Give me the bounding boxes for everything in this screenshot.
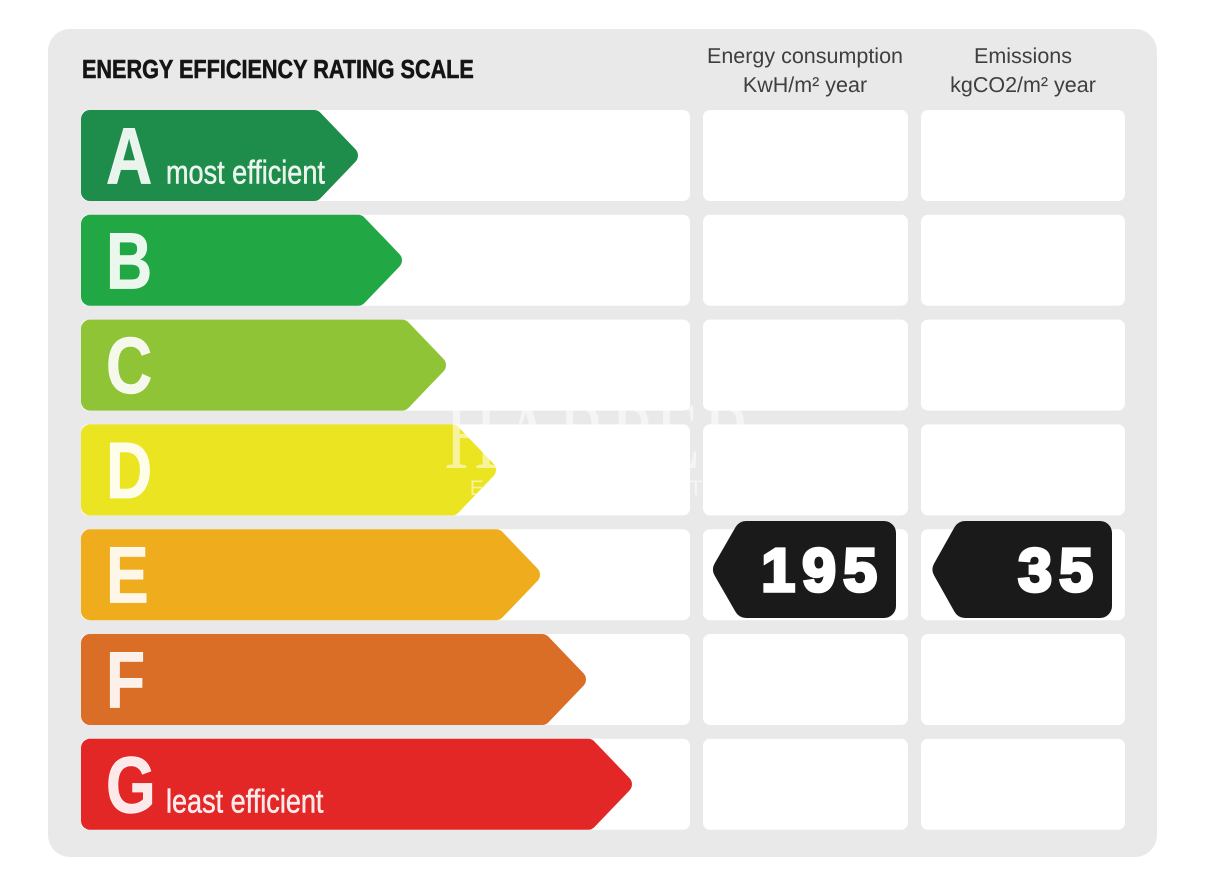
svg-text:KwH/m² year: KwH/m² year xyxy=(743,73,867,97)
svg-text:ENERGY EFFICIENCY RATING SCALE: ENERGY EFFICIENCY RATING SCALE xyxy=(82,54,474,84)
svg-text:D: D xyxy=(106,426,152,515)
svg-text:B: B xyxy=(106,216,152,305)
svg-text:G: G xyxy=(106,740,156,829)
svg-text:35: 35 xyxy=(1018,536,1100,604)
svg-text:A: A xyxy=(106,112,152,201)
svg-text:most efficient: most efficient xyxy=(166,154,325,191)
svg-text:least efficient: least efficient xyxy=(166,782,323,819)
svg-text:HARPER: HARPER xyxy=(444,383,755,489)
svg-text:C: C xyxy=(106,321,152,410)
svg-text:F: F xyxy=(106,636,145,725)
svg-text:kgCO2/m² year: kgCO2/m² year xyxy=(950,73,1096,97)
svg-text:ESTATE AGENTS: ESTATE AGENTS xyxy=(470,477,731,500)
svg-text:E: E xyxy=(106,531,149,620)
svg-text:195: 195 xyxy=(761,536,884,604)
svg-text:Energy consumption: Energy consumption xyxy=(707,44,903,68)
svg-text:Emissions: Emissions xyxy=(974,44,1072,68)
